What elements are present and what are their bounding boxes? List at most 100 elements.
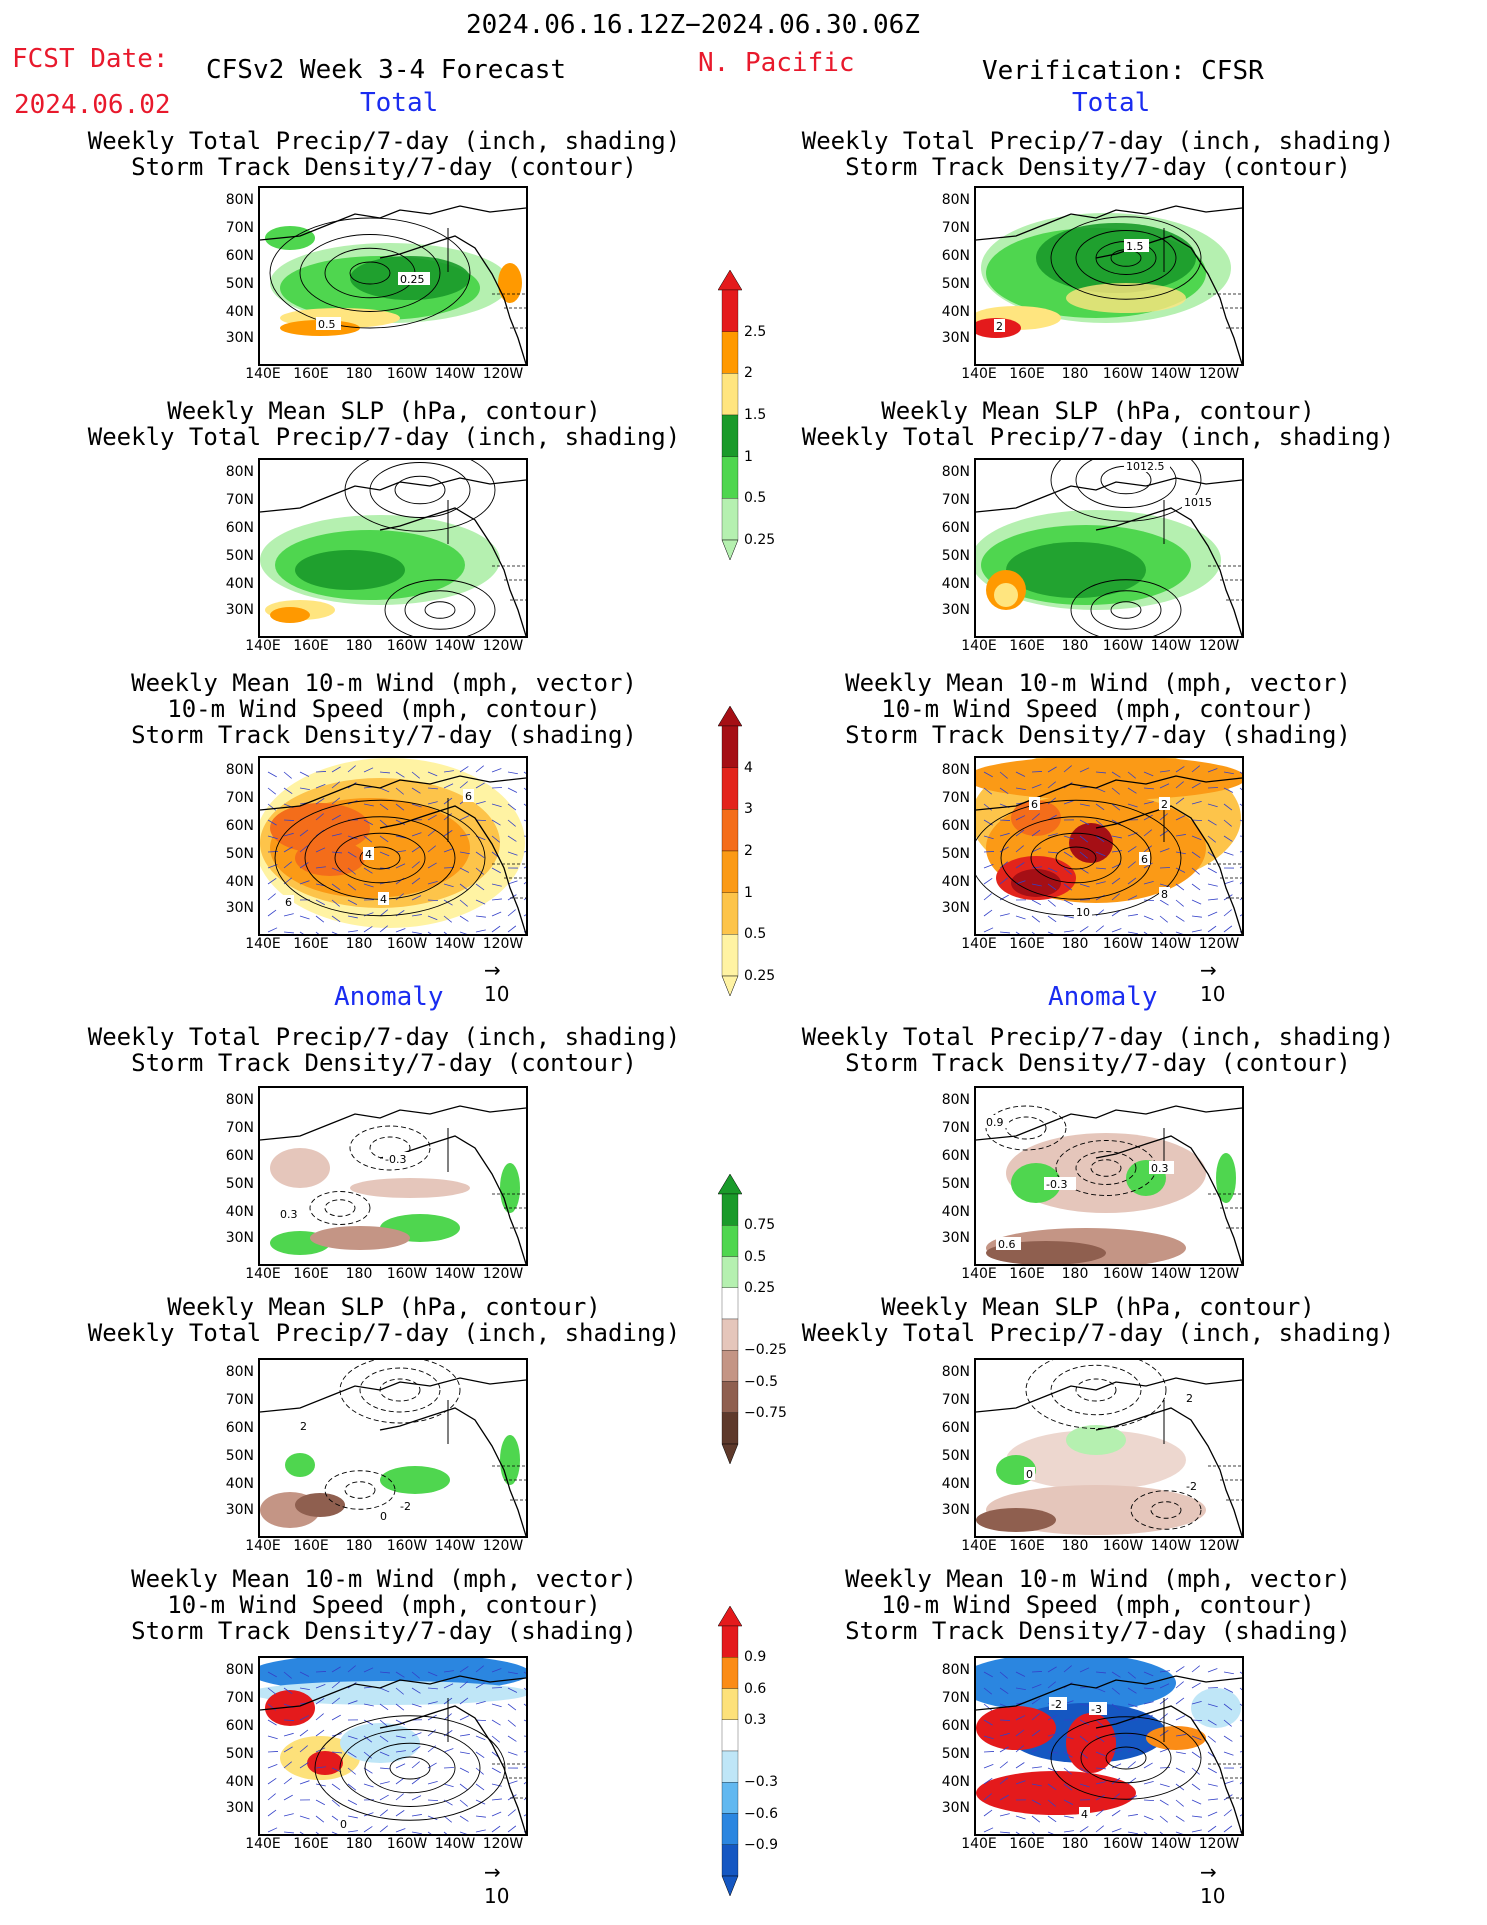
lon-tick-label: 180 (345, 1538, 373, 1554)
lat-tick-label: 80N (941, 1092, 970, 1108)
title-verif-total-wind: Weekly Mean 10-m Wind (mph, vector) 10-m … (845, 669, 1351, 749)
lon-tick-label: 180 (1061, 1266, 1089, 1282)
section-anomaly-right: Anomaly (1048, 982, 1158, 1012)
colorbar-tick-label: 0.75 (744, 1217, 776, 1234)
lat-tick-label: 30N (225, 1800, 254, 1816)
lat-tick-label: 70N (941, 1120, 970, 1136)
lat-tick-label: 60N (225, 520, 254, 536)
lat-tick-label: 30N (941, 900, 970, 916)
svg-text:0.25: 0.25 (400, 273, 425, 286)
lon-tick-label: 140E (961, 638, 997, 654)
map-plot: 2 0 -2 (976, 1360, 1242, 1536)
map-forecast-total-wind-storm: 4 6 4 6 (258, 756, 528, 936)
svg-text:-0.3: -0.3 (1046, 1178, 1067, 1191)
lat-tick-label: 70N (941, 492, 970, 508)
svg-text:6: 6 (1031, 798, 1038, 811)
lon-tick-label: 160W (386, 1538, 428, 1554)
svg-text:-2: -2 (400, 1500, 411, 1513)
lon-tick-label: 180 (1061, 936, 1089, 952)
lon-tick-label: 120W (482, 366, 524, 382)
valid-period: 2024.06.16.12Z−2024.06.30.06Z (466, 10, 920, 40)
svg-text:0: 0 (340, 1818, 347, 1831)
lat-tick-label: 40N (225, 1476, 254, 1492)
lon-tick-label: 140E (245, 1836, 281, 1852)
lon-tick-label: 140W (434, 936, 476, 952)
colorbar-swatches (717, 1173, 743, 1465)
lat-tick-label: 30N (225, 900, 254, 916)
colorbar-swatches (717, 705, 743, 997)
svg-text:0.9: 0.9 (986, 1116, 1004, 1129)
lat-tick-label: 60N (225, 248, 254, 264)
lon-tick-label: 140E (961, 1836, 997, 1852)
lon-tick-label: 140W (1150, 1836, 1192, 1852)
lon-tick-label: 160E (1009, 936, 1045, 952)
svg-text:2: 2 (996, 320, 1003, 333)
lat-tick-label: 40N (941, 576, 970, 592)
colorbar-tick-label: 0.25 (744, 1279, 776, 1296)
lon-tick-label: 160W (1102, 1538, 1144, 1554)
lat-tick-label: 40N (941, 1476, 970, 1492)
svg-text:2: 2 (1161, 798, 1168, 811)
map-plot: 0.25 0.5 (260, 205, 526, 364)
fcst-date-value: 2024.06.02 (14, 90, 171, 120)
title-forecast-total-slp-precip: Weekly Mean SLP (hPa, contour) Weekly Tot… (87, 397, 681, 451)
colorbar-tick-label: −0.25 (744, 1342, 787, 1359)
map-forecast-anom-wind-storm: 0 (258, 1656, 528, 1836)
map-verif-anom-slp-precip: 2 0 -2 (974, 1358, 1244, 1538)
title-verif-anom-slp-precip: Weekly Mean SLP (hPa, contour) Weekly Tot… (801, 1293, 1395, 1347)
lat-tick-label: 80N (225, 192, 254, 208)
colorbar-tick-label: 3 (744, 801, 753, 818)
map-forecast-anom-precip-storm: -0.3 0.3 (258, 1086, 528, 1266)
svg-text:0.6: 0.6 (998, 1238, 1016, 1251)
lon-tick-label: 180 (1061, 638, 1089, 654)
svg-text:2: 2 (300, 1420, 307, 1433)
svg-text:6: 6 (465, 790, 472, 803)
lat-tick-label: 40N (225, 576, 254, 592)
svg-text:2: 2 (1186, 1392, 1193, 1405)
lon-tick-label: 120W (1198, 936, 1240, 952)
lat-tick-label: 50N (225, 1448, 254, 1464)
lat-tick-label: 50N (941, 846, 970, 862)
title-forecast-anom-precip-storm: Weekly Total Precip/7-day (inch, shading… (87, 1023, 681, 1077)
lon-tick-label: 160E (1009, 1266, 1045, 1282)
map-plot: 6 2 6 8 10 (976, 758, 1242, 934)
title-verif-anom-wind: Weekly Mean 10-m Wind (mph, vector) 10-m … (845, 1565, 1351, 1645)
svg-text:0.5: 0.5 (318, 318, 336, 331)
map-plot: 21.5 (976, 205, 1242, 364)
svg-text:0: 0 (1026, 1468, 1033, 1481)
lat-tick-label: 40N (225, 874, 254, 890)
svg-text:0: 0 (380, 1510, 387, 1523)
colorbar-tick-label: 0.5 (744, 926, 767, 943)
lat-tick-label: 60N (941, 520, 970, 536)
lon-tick-label: 140W (1150, 366, 1192, 382)
lon-tick-label: 120W (1198, 1538, 1240, 1554)
title-verif-total-precip-storm: Weekly Total Precip/7-day (inch, shading… (801, 127, 1395, 181)
lon-tick-label: 160E (1009, 1538, 1045, 1554)
svg-text:-3: -3 (1091, 1703, 1102, 1716)
lon-tick-label: 140W (434, 1538, 476, 1554)
lat-tick-label: 80N (941, 1364, 970, 1380)
map-plot: 0 (260, 1658, 526, 1834)
colorbar-tick-label: 1 (744, 448, 753, 465)
lat-tick-label: 30N (941, 1230, 970, 1246)
lat-tick-label: 80N (225, 1364, 254, 1380)
lat-tick-label: 70N (225, 492, 254, 508)
svg-text:6: 6 (285, 896, 292, 909)
map-plot: -0.3 0.3 (260, 1105, 526, 1264)
lon-tick-label: 160W (386, 366, 428, 382)
map-verif-anom-precip-storm: 0.9 -0.3 0.3 0.6 (974, 1086, 1244, 1266)
lon-tick-label: 140W (1150, 936, 1192, 952)
colorbar-tick-label: 1 (744, 884, 753, 901)
svg-text:1012.5: 1012.5 (1126, 460, 1165, 473)
lat-tick-label: 80N (225, 1092, 254, 1108)
map-plot: 0.9 -0.3 0.3 0.6 (976, 1105, 1242, 1264)
lon-tick-label: 160E (293, 936, 329, 952)
lon-tick-label: 140W (434, 1836, 476, 1852)
lat-tick-label: 50N (225, 846, 254, 862)
lat-tick-label: 40N (225, 304, 254, 320)
lat-tick-label: 30N (225, 1502, 254, 1518)
lat-tick-label: 50N (941, 276, 970, 292)
map-plot (260, 460, 526, 636)
colorbar-tick-label: 0.25 (744, 968, 776, 984)
lat-tick-label: 70N (941, 220, 970, 236)
